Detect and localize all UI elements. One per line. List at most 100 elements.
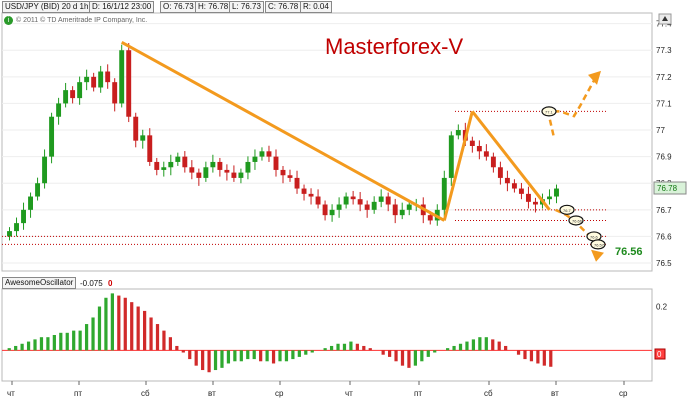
oscillator-value: -0.075 <box>80 279 103 288</box>
candle-body <box>308 193 314 197</box>
oscillator-name-box[interactable]: AwesomeOscillator <box>2 277 77 289</box>
price-tick-label: 77.1 <box>656 99 672 108</box>
x-tick-label: вт <box>551 389 559 398</box>
open-box: O: 76.73 <box>160 1 197 13</box>
candle-body <box>35 183 41 197</box>
price-bubble-label: 76.57 <box>594 242 605 247</box>
chart-title: Masterforex-V <box>325 34 463 59</box>
scroll-up-arrow[interactable] <box>658 13 672 25</box>
candle-body <box>154 161 160 170</box>
candle-body <box>140 135 146 141</box>
candle-body <box>469 140 475 146</box>
candle-body <box>322 204 328 216</box>
price-bubble <box>541 106 557 117</box>
candle-body <box>42 156 48 184</box>
candle-body <box>554 188 559 197</box>
candle-body <box>238 172 244 178</box>
candle-body <box>392 204 398 216</box>
price-tick-label: 77.2 <box>656 73 672 82</box>
oscillator-ticks: 0.2 <box>656 303 668 312</box>
candle-body <box>182 156 188 168</box>
candle-body <box>406 204 412 210</box>
candle-body <box>511 183 517 189</box>
candle-body <box>210 161 216 168</box>
candle-body <box>196 172 202 178</box>
candle-body <box>98 71 104 88</box>
copyright-text: © 2011 © TD Ameritrade IP Company, Inc. <box>16 17 148 24</box>
candles <box>7 43 559 241</box>
support-resistance-levels <box>2 110 606 245</box>
oscillator-bars <box>2 293 652 373</box>
price-bubble-label: 76.7 <box>563 208 572 213</box>
candle-body <box>547 196 552 200</box>
candle-body <box>301 188 307 194</box>
svg-text:0: 0 <box>657 350 662 359</box>
candle-body <box>497 167 503 178</box>
price-tick-label: 76.6 <box>656 232 672 241</box>
candle-body <box>364 204 370 210</box>
candle-body <box>147 135 153 162</box>
candle-body <box>63 90 69 104</box>
candle-body <box>119 50 125 104</box>
candle-body <box>203 167 209 178</box>
candle-body <box>217 161 223 170</box>
candle-body <box>490 156 496 168</box>
close-box: C: 76.78 <box>265 1 302 13</box>
candle-body <box>77 82 83 99</box>
pattern-leg-3 <box>471 110 551 211</box>
candle-body <box>287 175 293 178</box>
candle-body <box>427 215 433 221</box>
candle-body <box>504 177 510 184</box>
candle-body <box>371 201 377 210</box>
candle-body <box>448 135 454 178</box>
candle-body <box>378 196 384 202</box>
x-tick-label: чт <box>7 389 15 398</box>
low-box: L: 76.73 <box>229 1 264 13</box>
candle-body <box>168 161 174 168</box>
candle-body <box>399 209 405 216</box>
candle-body <box>245 161 251 173</box>
candle-body <box>533 201 538 205</box>
candle-body <box>161 167 167 170</box>
candle-body <box>455 130 461 136</box>
candle-body <box>84 76 90 83</box>
price-bubble <box>568 215 584 226</box>
candle-body <box>126 50 132 117</box>
candle-body <box>476 145 482 152</box>
candle-body <box>343 196 349 205</box>
candle-body <box>357 199 363 205</box>
x-tick-label: ср <box>275 389 284 398</box>
info-icon[interactable]: i <box>4 16 13 25</box>
candle-body <box>483 151 489 157</box>
candle-body <box>441 177 447 210</box>
price-tick-label: 76.9 <box>656 153 672 162</box>
x-tick-label: чт <box>345 389 353 398</box>
range-box: R: 0.04 <box>300 1 332 13</box>
candle-body <box>350 196 356 200</box>
candle-body <box>385 196 391 205</box>
arrow-down-icon <box>591 249 604 262</box>
price-tick-label: 76.7 <box>656 206 672 215</box>
x-tick-label: сб <box>141 389 150 398</box>
candle-body <box>105 71 111 83</box>
candle-body <box>14 223 19 232</box>
oscillator-tick-label: 0.2 <box>656 303 668 312</box>
candle-body <box>518 188 524 194</box>
candle-body <box>231 172 237 178</box>
x-tick-label: пт <box>74 389 82 398</box>
candle-body <box>252 156 258 162</box>
price-bubble-label: 77.1 <box>545 109 554 114</box>
candle-body <box>224 169 230 173</box>
svg-text:76.78: 76.78 <box>657 184 678 193</box>
candle-body <box>315 196 321 205</box>
price-bubble <box>590 239 606 250</box>
candle-body <box>273 156 279 170</box>
candle-body <box>21 209 26 224</box>
price-bubble-label: 76.6 <box>590 234 599 239</box>
target-price-label: 76.56 <box>615 246 643 258</box>
candle-body <box>329 209 335 216</box>
symbol-box[interactable]: USD/JPY (BID) 20 d 1h <box>2 1 92 13</box>
candle-body <box>133 116 139 141</box>
